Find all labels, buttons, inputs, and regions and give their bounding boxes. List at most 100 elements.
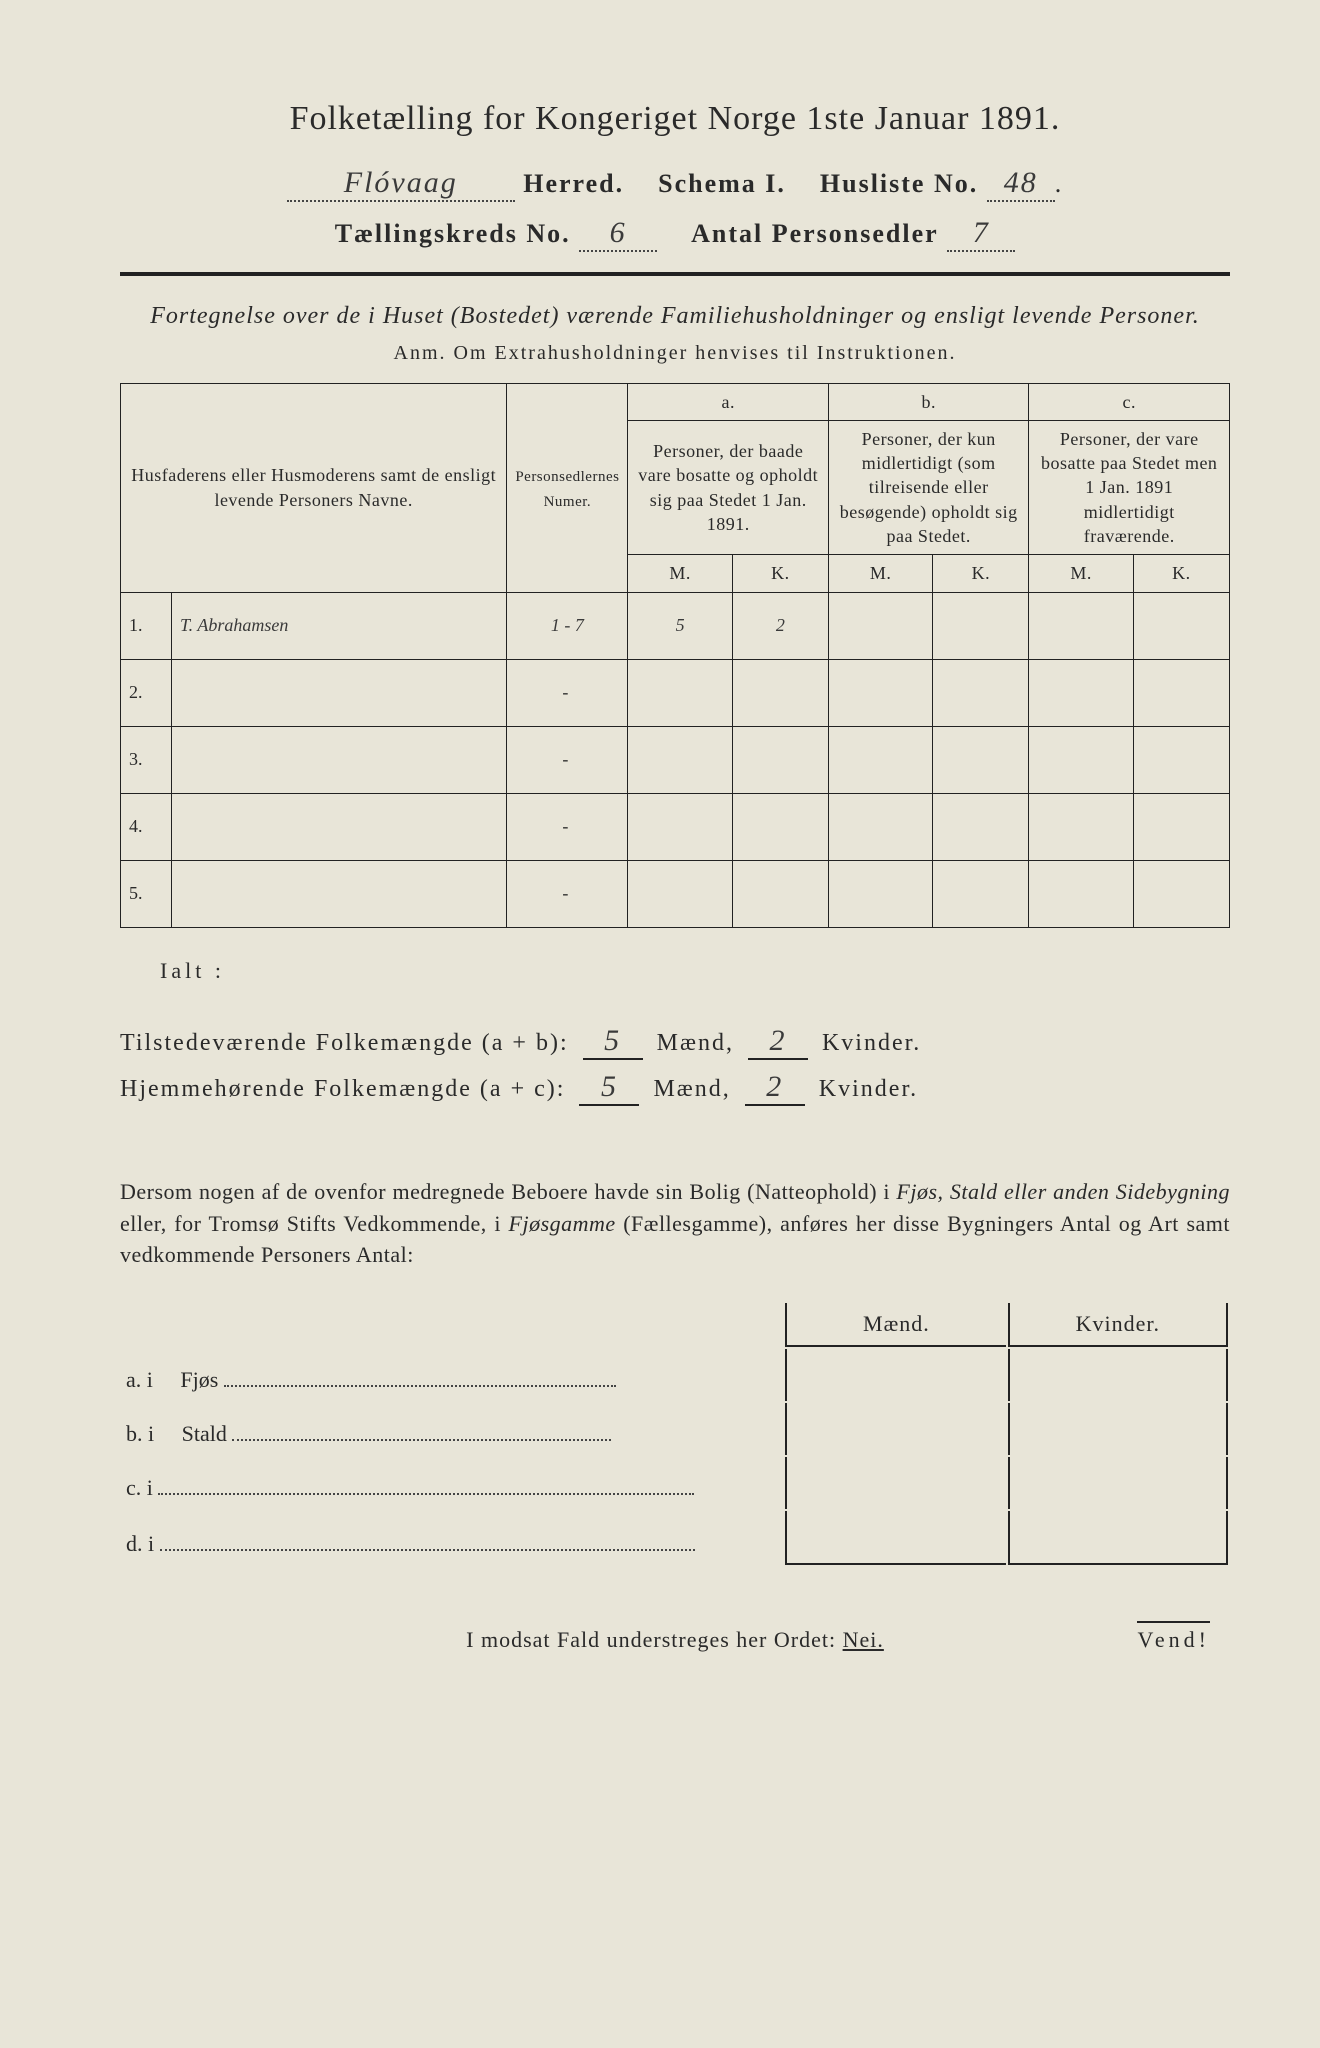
lower-a-k — [1008, 1349, 1228, 1401]
table-row: 1. T. Abrahamsen 1 - 7 5 2 — [121, 592, 1230, 659]
totals-2-k: 2 — [745, 1070, 805, 1106]
th-c: Personer, der vare bosatte paa Stedet me… — [1029, 420, 1230, 554]
cell-a-k — [732, 860, 828, 927]
totals-label-1: Tilstedeværende Folkemængde (a + b): — [120, 1030, 569, 1057]
cell-c-k — [1133, 860, 1229, 927]
lower-row: b. i Stald — [122, 1403, 1228, 1455]
husliste-label: Husliste No. — [820, 169, 978, 198]
nej-text: I modsat Fald understreges her Ordet: — [466, 1627, 842, 1652]
totals-line-2: Hjemmehørende Folkemængde (a + c): 5 Mæn… — [120, 1070, 1230, 1106]
row-name — [172, 860, 507, 927]
para-text: eller, for Tromsø Stifts Vedkommende, i — [120, 1211, 509, 1236]
th-a-k: K. — [732, 555, 828, 592]
lower-row: c. i — [122, 1457, 1228, 1509]
kreds-no: 6 — [579, 216, 657, 252]
row-name — [172, 659, 507, 726]
paragraph-note: Dersom nogen af de ovenfor medregnede Be… — [120, 1176, 1230, 1272]
lower-row: a. i Fjøs — [122, 1349, 1228, 1401]
row-num: 4. — [121, 793, 172, 860]
lower-a-place: Fjøs — [180, 1367, 218, 1392]
row-num: 1. — [121, 592, 172, 659]
row-name — [172, 793, 507, 860]
th-a-m: M. — [628, 555, 732, 592]
th-a: Personer, der baade vare bosatte og opho… — [628, 420, 828, 554]
totals-block: Tilstedeværende Folkemængde (a + b): 5 M… — [120, 1024, 1230, 1106]
antall-label: Antal Personsedler — [691, 219, 939, 248]
cell-b-m — [828, 793, 932, 860]
th-c-top: c. — [1029, 383, 1230, 420]
th-b-k: K. — [933, 555, 1029, 592]
th-numer-text: Personsedlernes Numer. — [515, 469, 619, 509]
th-b: Personer, der kun midlertidigt (som tilr… — [828, 420, 1028, 554]
husliste-no: 48 — [987, 166, 1055, 202]
cell-b-k — [933, 659, 1029, 726]
lower-d-k — [1008, 1511, 1228, 1565]
lower-b-place: Stald — [182, 1421, 227, 1446]
cell-b-m — [828, 860, 932, 927]
para-ital: Fjøsgamme — [509, 1211, 616, 1236]
cell-b-k — [933, 592, 1029, 659]
lower-a-m — [785, 1349, 1005, 1401]
totals-2-m: 5 — [579, 1070, 639, 1106]
nej-line: I modsat Fald understreges her Ordet: Ne… — [120, 1627, 1230, 1653]
cell-c-k — [1133, 659, 1229, 726]
cell-a-m: 5 — [628, 592, 732, 659]
lower-kvinder-head: Kvinder. — [1008, 1303, 1228, 1347]
cell-a-k — [732, 726, 828, 793]
th-name: Husfaderens eller Husmoderens samt de en… — [121, 383, 507, 592]
lower-c-m — [785, 1457, 1005, 1509]
cell-a-k: 2 — [732, 592, 828, 659]
cell-a-m — [628, 726, 732, 793]
cell-b-m — [828, 659, 932, 726]
th-c-k: K. — [1133, 555, 1229, 592]
cell-b-k — [933, 793, 1029, 860]
anm-note: Anm. Om Extrahusholdninger henvises til … — [120, 342, 1230, 365]
th-c-m: M. — [1029, 555, 1133, 592]
row-num: 2. — [121, 659, 172, 726]
row-num: 3. — [121, 726, 172, 793]
th-a-top: a. — [628, 383, 828, 420]
totals-1-k: 2 — [748, 1024, 808, 1060]
cell-c-m — [1029, 592, 1133, 659]
row-numer: 1 - 7 — [507, 592, 628, 659]
cell-c-m — [1029, 726, 1133, 793]
herred-value: Flóvaag — [287, 166, 515, 202]
lower-table: Mænd. Kvinder. a. i Fjøs b. i Stald — [120, 1301, 1230, 1567]
cell-b-k — [933, 726, 1029, 793]
header-line-2: Tællingskreds No. 6 Antal Personsedler 7 — [120, 216, 1230, 252]
th-name-text: Husfaderens eller Husmoderens samt de en… — [131, 465, 496, 509]
lower-a-label: a. i — [126, 1367, 153, 1392]
divider — [120, 272, 1230, 276]
table-row: 2. - — [121, 659, 1230, 726]
herred-label: Herred. — [523, 169, 624, 198]
row-numer: - — [507, 793, 628, 860]
census-table: Husfaderens eller Husmoderens samt de en… — [120, 383, 1230, 928]
row-numer: - — [507, 726, 628, 793]
table-row: 5. - — [121, 860, 1230, 927]
lower-c-k — [1008, 1457, 1228, 1509]
para-ital: Fjøs, Stald eller anden Sidebygning — [896, 1179, 1230, 1204]
row-num: 5. — [121, 860, 172, 927]
schema-label: Schema I. — [658, 169, 786, 198]
cell-a-m — [628, 793, 732, 860]
th-b-top: b. — [828, 383, 1028, 420]
table-row: 4. - — [121, 793, 1230, 860]
cell-c-m — [1029, 860, 1133, 927]
lower-b-label: b. i — [126, 1421, 154, 1446]
th-numer: Personsedlernes Numer. — [507, 383, 628, 592]
cell-c-m — [1029, 659, 1133, 726]
row-numer: - — [507, 659, 628, 726]
totals-label-2: Hjemmehørende Folkemængde (a + c): — [120, 1076, 565, 1103]
row-name — [172, 726, 507, 793]
cell-c-k — [1133, 726, 1229, 793]
kreds-label: Tællingskreds No. — [335, 219, 571, 248]
lower-d-m — [785, 1511, 1005, 1565]
cell-a-k — [732, 659, 828, 726]
subheading: Fortegnelse over de i Huset (Bostedet) v… — [120, 300, 1230, 334]
row-numer: - — [507, 860, 628, 927]
maend-label: Mænd, — [657, 1030, 734, 1056]
header-line-1: Flóvaag Herred. Schema I. Husliste No. 4… — [120, 166, 1230, 202]
ialt-label: Ialt : — [160, 958, 1230, 984]
vend-label: Vend! — [1137, 1621, 1210, 1653]
cell-c-m — [1029, 793, 1133, 860]
